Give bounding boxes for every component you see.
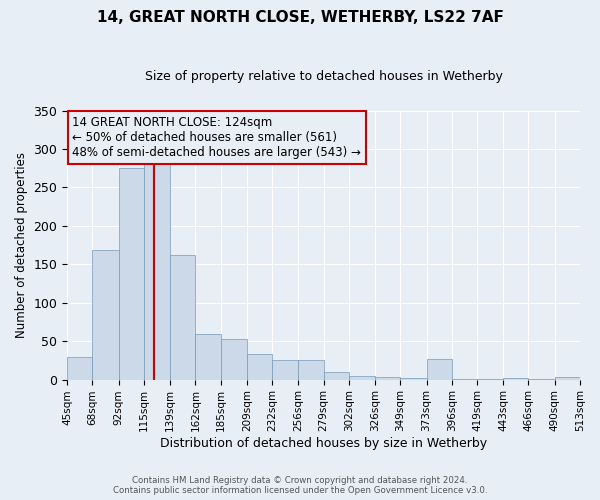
Y-axis label: Number of detached properties: Number of detached properties xyxy=(15,152,28,338)
Bar xyxy=(272,360,298,380)
Bar xyxy=(400,378,427,380)
Bar xyxy=(144,158,170,380)
Bar xyxy=(427,359,452,380)
Bar xyxy=(503,378,529,380)
Bar xyxy=(375,376,400,380)
Bar xyxy=(529,379,555,380)
Bar xyxy=(92,250,119,380)
Text: 14 GREAT NORTH CLOSE: 124sqm
← 50% of detached houses are smaller (561)
48% of s: 14 GREAT NORTH CLOSE: 124sqm ← 50% of de… xyxy=(72,116,361,159)
Bar xyxy=(67,358,92,380)
Bar xyxy=(170,255,196,380)
Bar xyxy=(247,354,272,380)
Bar xyxy=(555,378,580,380)
Text: 14, GREAT NORTH CLOSE, WETHERBY, LS22 7AF: 14, GREAT NORTH CLOSE, WETHERBY, LS22 7A… xyxy=(97,10,503,25)
Bar xyxy=(119,168,144,380)
Title: Size of property relative to detached houses in Wetherby: Size of property relative to detached ho… xyxy=(145,70,503,83)
Bar xyxy=(452,379,477,380)
Bar xyxy=(349,376,375,380)
X-axis label: Distribution of detached houses by size in Wetherby: Distribution of detached houses by size … xyxy=(160,437,487,450)
Bar xyxy=(298,360,323,380)
Bar xyxy=(196,334,221,380)
Text: Contains HM Land Registry data © Crown copyright and database right 2024.
Contai: Contains HM Land Registry data © Crown c… xyxy=(113,476,487,495)
Bar xyxy=(477,379,503,380)
Bar xyxy=(323,372,349,380)
Bar xyxy=(221,339,247,380)
